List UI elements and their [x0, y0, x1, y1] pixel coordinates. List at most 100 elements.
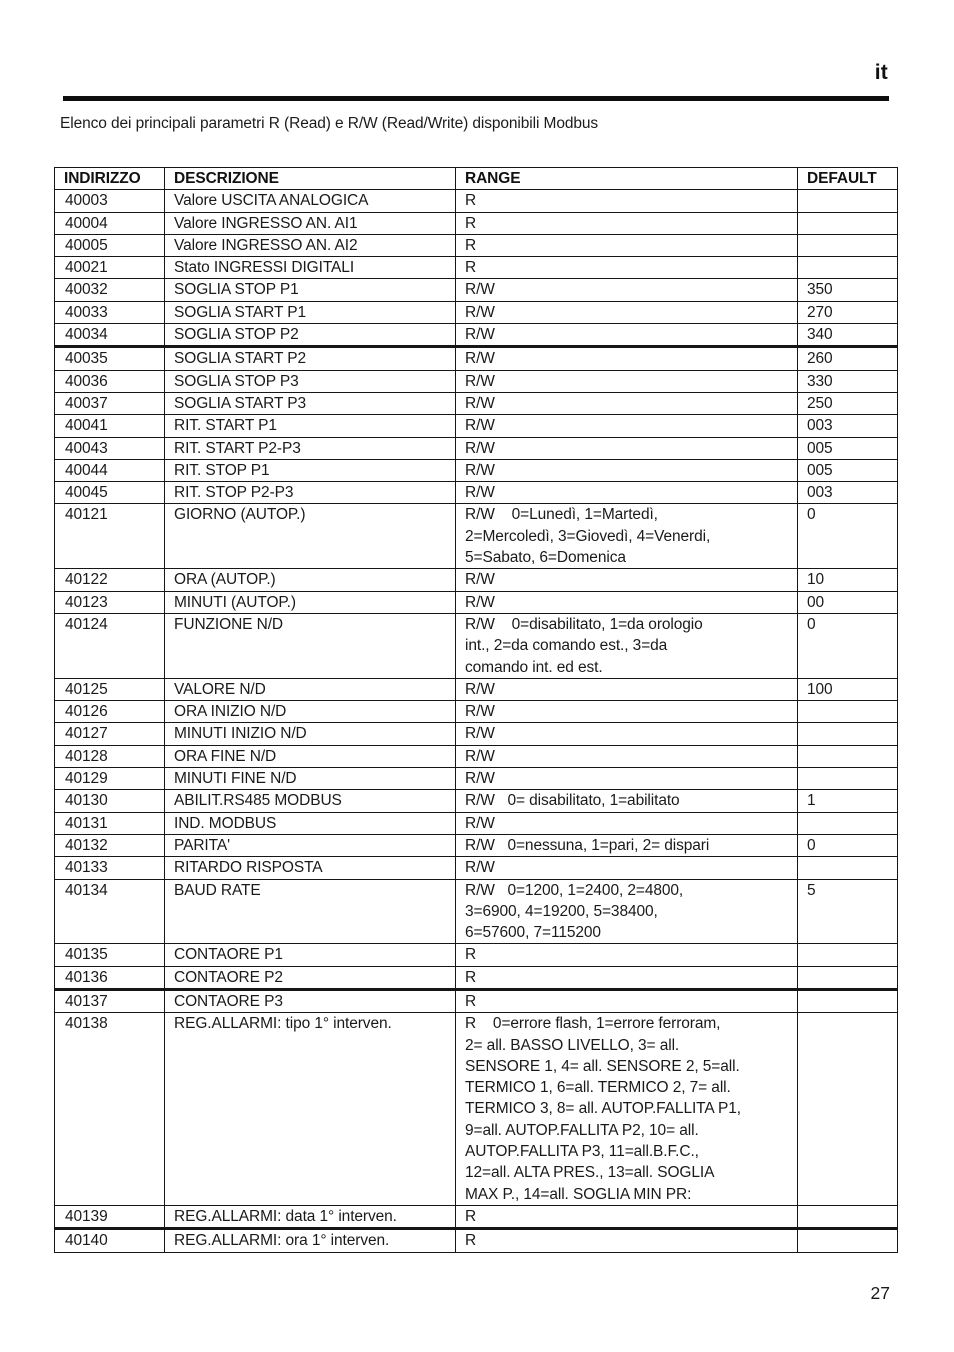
default-cell: 270 — [797, 300, 898, 325]
default-cell — [797, 1228, 898, 1253]
description-cell: SOGLIA START P3 — [164, 391, 456, 416]
default-cell — [797, 189, 898, 213]
address-cell: 40128 — [54, 744, 165, 769]
address-cell: 40127 — [54, 722, 165, 746]
table-row: 40131 IND. MODBUS R/W — [54, 811, 898, 835]
address-cell: 40033 — [54, 300, 165, 325]
table-row: 40032 SOGLIA STOP P1 R/W 350 — [54, 278, 898, 302]
range-cell: R/W — [455, 391, 798, 416]
address-cell: 40044 — [54, 458, 165, 483]
address-cell: 40032 — [54, 278, 165, 302]
default-cell: 005 — [797, 436, 898, 460]
description-cell: SOGLIA STOP P1 — [164, 278, 456, 302]
table-row: 40121 GIORNO (AUTOP.) R/W 0=Lunedì, 1=Mart… — [54, 503, 898, 570]
default-cell — [797, 744, 898, 769]
description-cell: PARITA' — [164, 833, 456, 858]
default-cell: 0 — [797, 833, 898, 858]
default-cell: 250 — [797, 391, 898, 416]
range-cell: R — [455, 988, 798, 1014]
table-row: 40035 SOGLIA START P2 R/W 260 — [54, 346, 898, 371]
address-cell: 40140 — [54, 1228, 165, 1253]
table-row: 40129 MINUTI FINE N/D R/W — [54, 767, 898, 791]
address-cell: 40126 — [54, 700, 165, 724]
table-row: 40132 PARITA' R/W 0=nessuna, 1=pari, 2= di… — [54, 833, 898, 858]
address-cell: 40130 — [54, 789, 165, 813]
address-cell: 40122 — [54, 568, 165, 592]
description-cell: SOGLIA STOP P2 — [164, 323, 456, 349]
address-cell: 40139 — [54, 1204, 165, 1231]
range-cell: R — [455, 256, 798, 280]
address-cell: 40132 — [54, 833, 165, 858]
range-cell: R/W — [455, 436, 798, 460]
range-cell: R/W 0=disabilitato, 1=da orologio int., … — [455, 612, 798, 679]
description-cell: REG.ALLARMI: data 1° interven. — [164, 1204, 456, 1231]
page-number: 27 — [870, 1283, 890, 1303]
range-cell: R — [455, 965, 798, 992]
description-cell: RIT. STOP P2-P3 — [164, 481, 456, 505]
description-cell: Valore INGRESSO AN. AI2 — [164, 233, 456, 258]
description-cell: ORA (AUTOP.) — [164, 568, 456, 592]
table-row: 40037 SOGLIA START P3 R/W 250 — [54, 391, 898, 416]
description-cell: MINUTI INIZIO N/D — [164, 722, 456, 746]
address-cell: 40125 — [54, 677, 165, 702]
table-row: 40127 MINUTI INIZIO N/D R/W — [54, 722, 898, 746]
default-cell: 003 — [797, 414, 898, 438]
table-row: 40125 VALORE N/D R/W 100 — [54, 677, 898, 702]
table-row: 40130 ABILIT.RS485 MODBUS R/W 0= disabilit… — [54, 789, 898, 813]
table-row: 40033 SOGLIA START P1 R/W 270 — [54, 300, 898, 325]
table-row: 40045 RIT. STOP P2-P3 R/W 003 — [54, 481, 898, 505]
range-cell: R/W — [455, 414, 798, 438]
range-cell: R/W — [455, 767, 798, 791]
range-cell: R — [455, 1204, 798, 1231]
default-cell: 003 — [797, 481, 898, 505]
table-row: 40021 Stato INGRESSI DIGITALI R — [54, 256, 898, 280]
range-cell: R — [455, 943, 798, 967]
range-cell: R/W — [455, 346, 798, 371]
default-cell — [797, 811, 898, 835]
default-cell: 350 — [797, 278, 898, 302]
range-cell: R/W — [455, 722, 798, 746]
range-cell: R/W 0=1200, 1=2400, 2=4800, 3=6900, 4=19… — [455, 878, 798, 945]
column-header-descrizione: DESCRIZIONE — [164, 166, 456, 191]
table-row: 40034 SOGLIA STOP P2 R/W 340 — [54, 323, 898, 349]
description-cell: REG.ALLARMI: ora 1° interven. — [164, 1228, 456, 1253]
address-cell: 40134 — [54, 878, 165, 945]
description-cell: REG.ALLARMI: tipo 1° interven. — [164, 1012, 456, 1206]
description-cell: Stato INGRESSI DIGITALI — [164, 256, 456, 280]
range-cell: R/W — [455, 744, 798, 769]
description-cell: CONTAORE P2 — [164, 965, 456, 992]
default-cell — [797, 700, 898, 724]
default-cell — [797, 722, 898, 746]
description-cell: ORA FINE N/D — [164, 744, 456, 769]
range-cell: R/W — [455, 700, 798, 724]
description-cell: BAUD RATE — [164, 878, 456, 945]
address-cell: 40136 — [54, 965, 165, 992]
address-cell: 40005 — [54, 233, 165, 258]
default-cell: 00 — [797, 590, 898, 614]
range-cell: R — [455, 211, 798, 235]
address-cell: 40045 — [54, 481, 165, 505]
address-cell: 40034 — [54, 323, 165, 349]
range-cell: R — [455, 233, 798, 258]
range-cell: R/W — [455, 677, 798, 702]
description-cell: SOGLIA START P2 — [164, 346, 456, 371]
table-row: 40004 Valore INGRESSO AN. AI1 R — [54, 211, 898, 235]
description-cell: IND. MODBUS — [164, 811, 456, 835]
column-header-indirizzo: INDIRIZZO — [54, 166, 165, 191]
table-body: 40003 Valore USCITA ANALOGICA R 40004 Valore… — [54, 189, 898, 1253]
address-cell: 40121 — [54, 503, 165, 570]
range-cell: R/W 0= disabilitato, 1=abilitato — [455, 789, 798, 813]
range-cell: R/W — [455, 811, 798, 835]
address-cell: 40035 — [54, 346, 165, 371]
range-cell: R/W — [455, 278, 798, 302]
table-row: 40137 CONTAORE P3 R — [54, 988, 898, 1014]
table-row: 40126 ORA INIZIO N/D R/W — [54, 700, 898, 724]
table-row: 40005 Valore INGRESSO AN. AI2 R — [54, 233, 898, 258]
intro-text: Elenco dei principali parametri R (Read)… — [60, 115, 599, 132]
address-cell: 40137 — [54, 988, 165, 1014]
column-header-default: DEFAULT — [797, 166, 898, 191]
range-cell: R/W — [455, 568, 798, 592]
table-row: 40123 MINUTI (AUTOP.) R/W 00 — [54, 590, 898, 614]
description-cell: MINUTI (AUTOP.) — [164, 590, 456, 614]
